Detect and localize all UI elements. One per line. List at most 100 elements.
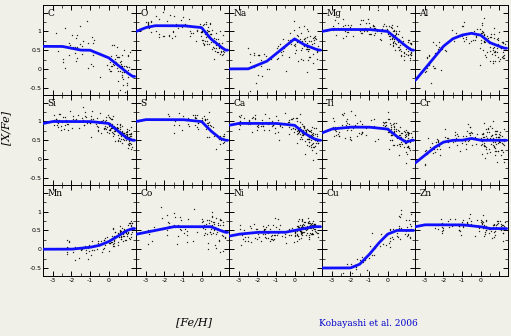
Point [257,238,265,243]
Point [271,233,279,238]
Point [270,215,278,221]
Point [117,237,125,242]
Point [294,127,302,132]
Point [263,229,271,235]
Point [374,8,382,13]
Point [218,140,226,145]
Point [480,32,489,37]
Point [390,34,399,39]
Point [304,57,312,62]
Point [392,120,400,126]
Point [295,129,303,134]
Point [394,39,402,45]
Point [479,225,487,231]
Point [303,40,311,45]
Point [220,132,228,137]
Point [305,129,313,134]
Point [313,138,321,143]
Point [313,56,321,61]
Point [101,241,109,246]
Point [453,132,461,137]
Point [394,141,403,147]
Point [293,238,301,243]
Point [120,227,128,233]
Point [128,221,136,226]
Point [298,232,307,238]
Point [292,116,300,121]
Point [215,136,223,141]
Point [499,55,507,61]
Point [434,137,442,142]
Point [462,37,471,42]
Point [479,213,487,218]
Point [399,136,407,142]
Point [385,36,393,42]
Point [108,64,116,69]
Point [90,244,99,249]
Point [200,232,208,237]
Point [118,230,126,236]
Point [215,239,223,244]
Point [482,54,490,60]
Point [496,56,504,61]
Point [304,44,312,49]
Point [197,30,205,35]
Point [358,30,366,36]
Point [466,130,474,136]
Point [172,22,180,27]
Point [216,249,224,255]
Point [244,45,252,50]
Point [95,120,103,125]
Point [434,46,442,52]
Point [163,212,171,218]
Point [479,130,487,135]
Point [308,220,316,226]
Point [362,125,370,131]
Point [269,122,277,128]
Point [120,130,128,136]
Point [437,230,446,236]
Point [444,139,452,145]
Point [61,117,69,122]
Point [216,29,224,34]
Point [365,31,373,36]
Point [214,49,222,54]
Point [302,130,310,135]
Point [259,124,267,129]
Point [115,227,124,233]
Point [477,40,485,46]
Point [297,134,305,139]
Point [494,37,502,43]
Point [109,130,117,135]
Point [50,123,58,128]
Point [165,33,173,38]
Point [293,223,301,229]
Point [109,113,117,118]
Point [272,121,280,126]
Point [367,117,376,122]
Point [190,239,198,244]
Point [331,125,339,130]
Point [467,130,475,135]
Point [300,24,308,29]
Point [306,237,314,242]
Point [88,239,96,244]
Point [477,142,485,147]
Point [292,48,300,53]
Point [451,138,459,144]
Point [54,48,62,54]
Point [211,133,219,138]
Point [248,129,257,134]
Point [445,224,453,229]
Point [126,133,134,138]
Point [468,142,476,148]
Point [314,43,322,49]
Point [397,207,405,213]
Point [125,228,133,233]
Point [269,223,277,228]
Point [260,127,268,133]
Point [444,137,452,143]
Point [205,229,214,235]
Point [86,121,95,126]
Point [142,19,150,25]
